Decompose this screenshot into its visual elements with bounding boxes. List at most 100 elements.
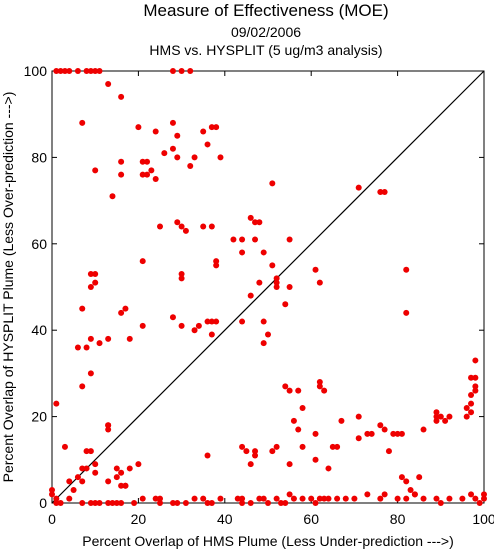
data-point [174, 154, 181, 161]
data-point [96, 500, 103, 506]
data-point [208, 331, 215, 338]
data-point [118, 171, 125, 178]
data-point [316, 379, 323, 386]
data-point [290, 495, 297, 502]
data-point [79, 478, 86, 485]
data-point [178, 68, 185, 74]
data-point [83, 465, 90, 472]
data-point [481, 495, 487, 502]
data-point [468, 374, 475, 381]
data-point [169, 145, 176, 152]
data-point [87, 370, 94, 377]
data-point [178, 322, 185, 329]
data-point [113, 465, 120, 472]
data-point [92, 461, 99, 468]
data-point [61, 68, 68, 74]
data-point [79, 500, 86, 506]
data-point [87, 335, 94, 342]
data-point [118, 482, 125, 489]
data-point [265, 500, 271, 506]
data-point [390, 430, 397, 437]
data-point [295, 387, 302, 394]
data-point [433, 409, 440, 416]
data-point [260, 249, 267, 256]
data-point [157, 495, 163, 502]
data-point [463, 413, 470, 420]
data-point [334, 443, 341, 450]
data-point [113, 474, 120, 481]
y-axis-label: Percent Overlap of HYSPLIT Plume (Less O… [0, 92, 16, 483]
data-point [381, 491, 388, 498]
data-point [122, 305, 129, 312]
data-point [316, 495, 323, 502]
data-point [118, 500, 125, 506]
data-point [217, 495, 224, 502]
data-point [368, 430, 375, 437]
data-point [398, 430, 405, 437]
data-point [182, 500, 189, 506]
data-point [468, 400, 475, 407]
data-point [92, 68, 99, 74]
data-point [152, 495, 159, 502]
data-point [49, 487, 55, 494]
data-point [144, 171, 151, 178]
data-point [377, 495, 384, 502]
data-point [472, 357, 479, 364]
data-point [269, 448, 276, 455]
x-tick-label: 100 [472, 511, 494, 527]
data-point [239, 318, 246, 325]
y-tick-label: 20 [31, 409, 47, 425]
data-point [92, 279, 99, 286]
x-tick-label: 20 [131, 511, 147, 527]
data-point [105, 80, 112, 87]
data-point [265, 331, 271, 338]
data-point [407, 487, 414, 494]
data-point [286, 284, 293, 290]
data-point [118, 309, 125, 316]
data-point [355, 413, 362, 420]
data-point [476, 500, 483, 506]
data-point [299, 404, 306, 411]
data-point [204, 500, 211, 506]
data-point [239, 443, 246, 450]
data-point [135, 461, 142, 468]
data-point [472, 495, 479, 502]
data-point [139, 171, 146, 178]
data-point [446, 413, 453, 420]
data-point [57, 68, 64, 74]
data-point [260, 495, 267, 502]
chart-title: Measure of Effectiveness (MOE) [143, 1, 388, 20]
data-point [53, 495, 60, 502]
data-point [420, 495, 427, 502]
data-point [299, 443, 306, 450]
data-point [191, 327, 198, 334]
data-point [213, 124, 220, 131]
data-point [463, 404, 470, 411]
data-point [169, 119, 176, 126]
data-point [66, 478, 73, 485]
data-point [174, 132, 181, 139]
data-point [139, 322, 146, 329]
data-point [49, 491, 55, 498]
data-point [286, 461, 293, 468]
data-point [446, 495, 453, 502]
data-point [282, 500, 289, 506]
data-point [243, 448, 250, 455]
data-point [468, 409, 475, 416]
chart-subtitle: HMS vs. HYSPLIT (5 ug/m3 analysis) [149, 42, 382, 58]
data-point [53, 400, 60, 407]
data-point [403, 266, 410, 273]
data-point [169, 500, 176, 506]
data-point [403, 478, 410, 485]
data-point [398, 474, 405, 481]
data-point [282, 301, 289, 308]
data-point [105, 500, 112, 506]
data-point [105, 426, 112, 433]
data-point [377, 422, 384, 429]
data-point [213, 318, 220, 325]
data-point [472, 374, 479, 381]
data-point [277, 500, 284, 506]
data-point [57, 500, 64, 506]
data-point [312, 266, 319, 273]
data-point [70, 487, 77, 494]
